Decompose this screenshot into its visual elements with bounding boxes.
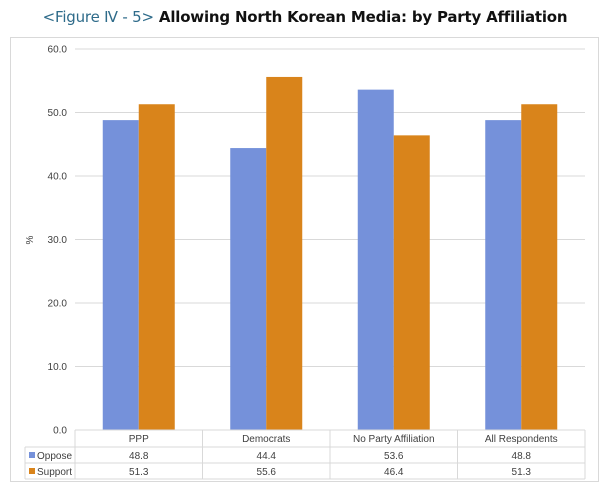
bar-oppose	[357, 89, 394, 430]
bar-support	[138, 104, 175, 431]
category-label: PPP	[129, 434, 149, 445]
data-label: 44.4	[257, 451, 277, 462]
data-label: 48.8	[129, 451, 149, 462]
category-label: All Respondents	[485, 434, 558, 445]
data-label: 48.8	[512, 451, 532, 462]
bar-oppose	[230, 148, 267, 430]
chart-frame	[10, 37, 599, 482]
data-label: 51.3	[129, 467, 149, 478]
data-label: 46.4	[384, 467, 404, 478]
legend-swatch-oppose	[29, 452, 35, 458]
y-tick-label: 0.0	[53, 426, 67, 437]
data-label: 55.6	[257, 467, 277, 478]
bar-support	[393, 135, 430, 431]
legend-label: Oppose	[37, 451, 72, 462]
bar-oppose	[485, 120, 522, 431]
legend-label: Support	[37, 467, 72, 478]
chart-title: <Figure Ⅳ - 5> Allowing North Korean Med…	[0, 8, 610, 26]
data-label: 53.6	[384, 451, 404, 462]
y-tick-label: 20.0	[48, 299, 68, 310]
category-label: Democrats	[242, 434, 290, 445]
bar-support	[521, 104, 558, 431]
y-tick-label: 30.0	[48, 235, 68, 246]
category-label: No Party Affiliation	[353, 434, 435, 445]
y-tick-label: 50.0	[48, 108, 68, 119]
bar-oppose	[102, 120, 139, 431]
y-tick-label: 40.0	[48, 172, 68, 183]
legend-swatch-support	[29, 468, 35, 474]
title-text: Allowing North Korean Media: by Party Af…	[158, 8, 568, 26]
data-label: 51.3	[512, 467, 532, 478]
y-tick-label: 10.0	[48, 362, 68, 373]
bar-support	[266, 76, 303, 430]
y-tick-label: 60.0	[48, 45, 68, 56]
figure-label: <Figure Ⅳ - 5>	[42, 8, 154, 26]
y-axis-label: %	[25, 235, 36, 244]
